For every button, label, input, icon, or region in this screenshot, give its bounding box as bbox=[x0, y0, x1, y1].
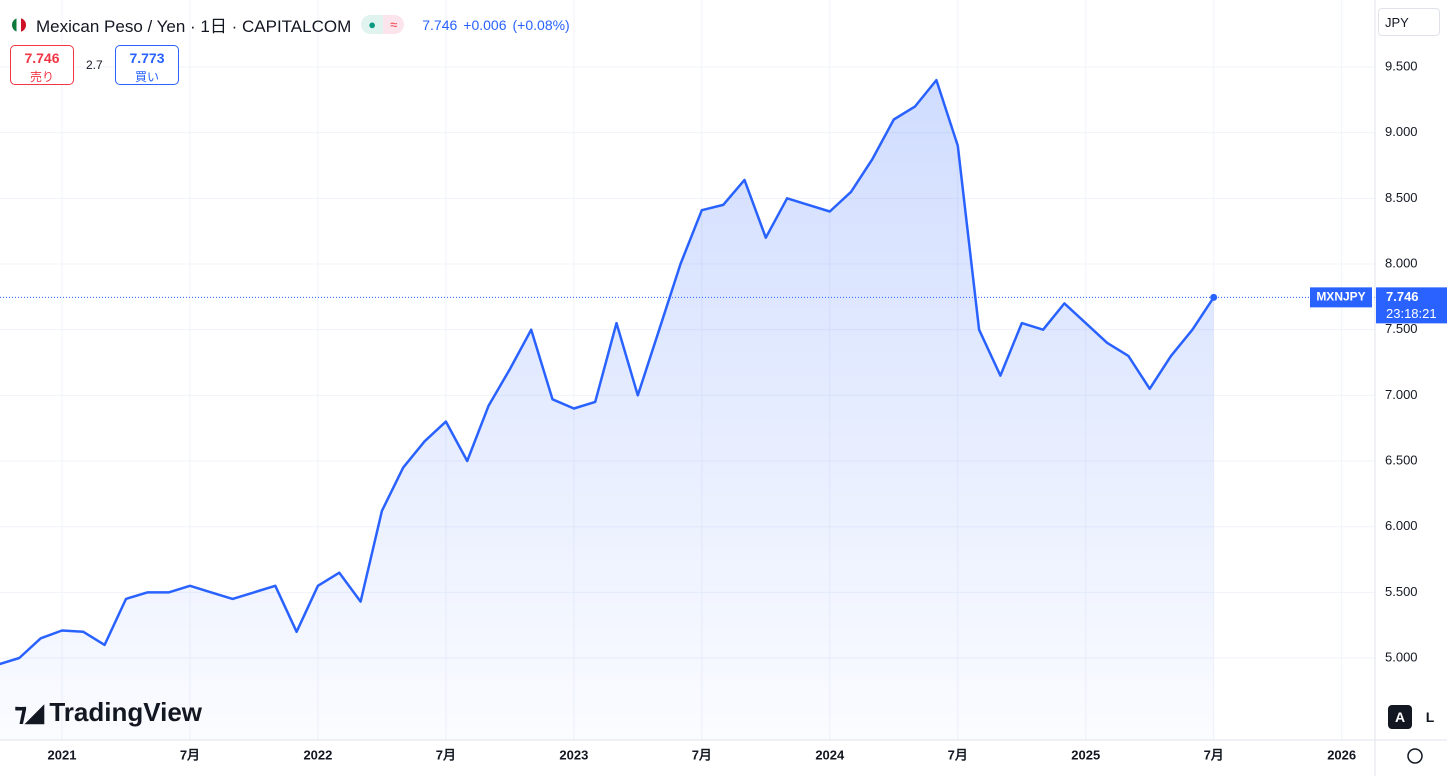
buy-button[interactable]: 7.773 買い bbox=[115, 45, 179, 85]
line bbox=[0, 78, 1215, 666]
scale-button[interactable]: L bbox=[1425, 709, 1435, 725]
symbol-tag-label: MXNJPY bbox=[1316, 290, 1365, 304]
x-tick-label: 2021 bbox=[48, 747, 77, 762]
y-tick-label: 9.500 bbox=[1385, 58, 1418, 73]
scale-button[interactable]: A bbox=[1388, 705, 1412, 729]
y-tick-label: 8.500 bbox=[1385, 190, 1418, 205]
area bbox=[0, 80, 1214, 740]
header: Mexican Peso / Yen · 1日 · CAPITALCOM ● ≈ … bbox=[12, 12, 570, 37]
last-point bbox=[1210, 293, 1218, 301]
last-price: 7.746 bbox=[422, 16, 458, 33]
y-tick-label: 7.500 bbox=[1385, 321, 1418, 336]
y-tick-label: 8.000 bbox=[1385, 255, 1418, 270]
logo: ⁊◢ TradingView bbox=[14, 697, 202, 728]
x-tick-label: 7月 bbox=[180, 747, 200, 762]
y-tick-label: 6.000 bbox=[1385, 518, 1418, 533]
price-tag bbox=[1376, 287, 1447, 324]
currency-select[interactable]: JPY bbox=[1378, 8, 1440, 36]
buy-label: 買い bbox=[134, 70, 159, 84]
symbol-tag bbox=[1310, 287, 1372, 308]
y-tick-label: 6.500 bbox=[1385, 452, 1418, 467]
x-tick-label: 7月 bbox=[948, 747, 968, 762]
buy-price: 7.773 bbox=[129, 50, 165, 66]
symbol-title[interactable]: Mexican Peso / Yen · 1日 · CAPITALCOM bbox=[36, 17, 352, 36]
x-tick-label: 2025 bbox=[1071, 747, 1100, 762]
y-tick-label: 9.000 bbox=[1385, 124, 1418, 139]
sell-button[interactable]: 7.746 売り bbox=[10, 45, 74, 85]
countdown: 23:18:21 bbox=[1386, 306, 1437, 321]
change-pct: (+0.08%) bbox=[512, 16, 570, 33]
logo-icon: ⁊◢ bbox=[14, 697, 44, 727]
x-tick-label: 2022 bbox=[303, 747, 332, 762]
spread: 2.7 bbox=[86, 58, 103, 72]
quote: 7.746 +0.006 (+0.08%) bbox=[422, 17, 569, 33]
y-tick-label: 7.000 bbox=[1385, 387, 1418, 402]
sell-price: 7.746 bbox=[24, 50, 60, 66]
y-tick-label: 5.000 bbox=[1385, 649, 1418, 664]
sell-label: 売り bbox=[29, 70, 54, 84]
x-tick-label: 2024 bbox=[815, 747, 845, 762]
settings-icon[interactable] bbox=[1407, 748, 1423, 764]
x-tick-label: 7月 bbox=[692, 747, 712, 762]
x-tick-label: 7月 bbox=[1204, 747, 1224, 762]
status: ● ≈ bbox=[361, 15, 405, 34]
x-tick-label: 2026 bbox=[1327, 747, 1356, 762]
y-tick-label: 5.500 bbox=[1385, 584, 1418, 599]
change: +0.006 bbox=[463, 16, 507, 33]
price-tag-label: 7.746 bbox=[1386, 289, 1419, 304]
logo-text: TradingView bbox=[49, 697, 203, 727]
x-tick-label: 2023 bbox=[559, 747, 588, 762]
flag-icon bbox=[12, 17, 26, 32]
x-tick-label: 7月 bbox=[436, 747, 456, 762]
